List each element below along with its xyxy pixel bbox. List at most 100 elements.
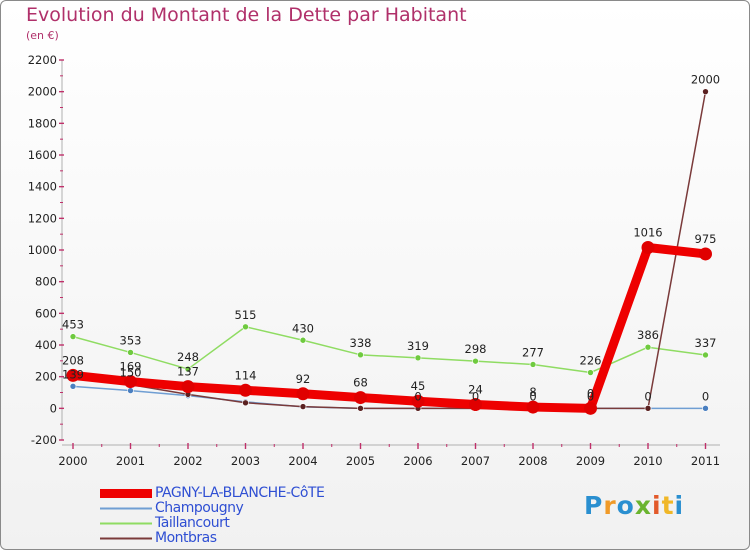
y-tick-label: 800 — [35, 275, 57, 289]
legend-label-pagny: PAGNY-LA-BLANCHE-CôTE — [155, 485, 325, 501]
y-tick-label: 2000 — [28, 85, 57, 99]
legend-label-champougny: Champougny — [155, 500, 244, 516]
series-point-3 — [357, 405, 364, 412]
x-tick-label: 2000 — [58, 454, 87, 468]
y-tick-label: 200 — [35, 370, 57, 384]
series-point-2 — [127, 349, 134, 356]
y-tick-label: 1400 — [28, 180, 57, 194]
data-label: 0 — [529, 389, 536, 403]
proxiti-logo: Proxiti — [584, 491, 685, 520]
series-point-2 — [299, 336, 307, 344]
series-point-2 — [644, 343, 652, 351]
x-tick-label: 2011 — [691, 454, 720, 468]
series-point-0 — [584, 401, 597, 415]
x-tick-label: 2009 — [576, 454, 605, 468]
x-tick-label: 2006 — [403, 454, 432, 468]
series-point-2 — [472, 357, 479, 365]
series-point-0 — [124, 375, 137, 389]
y-tick-label: 2200 — [28, 53, 57, 67]
y-tick-label: 600 — [35, 306, 57, 320]
data-label: 226 — [580, 354, 602, 368]
y-tick-label: 1000 — [28, 243, 57, 257]
series-point-2 — [242, 323, 249, 331]
chart-subtitle: (en €) — [26, 29, 59, 42]
y-tick-label: -200 — [31, 433, 57, 447]
series-point-0 — [354, 391, 367, 405]
x-tick-label: 2003 — [231, 454, 260, 468]
x-tick-label: 2008 — [518, 454, 547, 468]
series-point-0 — [699, 247, 712, 261]
series-point-2 — [414, 354, 422, 362]
legend-item-champougny: Champougny — [100, 501, 324, 516]
x-tick-label: 2007 — [461, 454, 490, 468]
data-label: 45 — [411, 379, 426, 393]
series-point-0 — [411, 394, 425, 408]
series-point-0 — [66, 368, 80, 382]
series-point-0 — [469, 398, 482, 412]
legend-label-montbras: Montbras — [155, 530, 217, 546]
data-label: 114 — [235, 368, 257, 382]
legend-item-pagny: PAGNY-LA-BLANCHE-CôTE — [100, 485, 325, 501]
series-point-2 — [69, 333, 77, 340]
series-line-3 — [72, 90, 707, 410]
data-label: 1016 — [633, 225, 662, 239]
y-tick-label: 1600 — [28, 148, 57, 162]
series-point-1 — [69, 383, 77, 390]
data-label: 337 — [695, 336, 717, 350]
series-point-0 — [239, 383, 252, 397]
data-label: 68 — [353, 376, 368, 390]
data-label: 2000 — [691, 73, 720, 87]
data-label: 0 — [702, 389, 709, 403]
series-point-0 — [296, 387, 310, 401]
series-point-2 — [587, 369, 594, 376]
series-point-3 — [299, 403, 307, 410]
data-label: 92 — [296, 372, 311, 386]
data-label: 338 — [350, 336, 372, 350]
y-tick-label: 1200 — [28, 211, 57, 225]
data-label: 298 — [465, 342, 487, 356]
chart-series — [66, 88, 712, 415]
series-line-0 — [68, 242, 710, 413]
x-tick-label: 2010 — [633, 454, 662, 468]
series-point-0 — [641, 240, 655, 254]
series-point-1 — [702, 405, 709, 412]
chart-title: Evolution du Montant de la Dette par Hab… — [26, 4, 467, 26]
y-tick-label: 1800 — [28, 116, 57, 130]
series-point-0 — [526, 400, 540, 414]
series-point-3 — [242, 399, 249, 407]
data-label: 515 — [235, 308, 257, 322]
legend: PAGNY-LA-BLANCHE-CôTE Champougny Taillan… — [100, 485, 325, 546]
legend-item-montbras: Montbras — [100, 531, 324, 546]
data-label: 248 — [177, 350, 199, 364]
legend-item-taillancourt: Taillancourt — [100, 516, 324, 531]
data-label: 169 — [120, 360, 142, 374]
y-tick-label: 400 — [35, 338, 57, 352]
x-tick-label: 2002 — [173, 454, 202, 468]
series-point-3 — [644, 405, 652, 412]
series-point-1 — [127, 387, 134, 394]
data-label: 0 — [587, 389, 594, 403]
chart-axes: -200020040060080010001200140016001800200… — [28, 53, 720, 468]
data-label: 0 — [414, 389, 421, 403]
data-label: 386 — [637, 328, 659, 342]
x-tick-label: 2001 — [116, 454, 145, 468]
series-point-0 — [181, 380, 195, 394]
series-point-2 — [702, 351, 709, 359]
data-label: 137 — [177, 365, 199, 379]
data-label: 0 — [472, 389, 479, 403]
data-label: 975 — [695, 232, 717, 246]
data-label: 139 — [62, 367, 84, 381]
data-label: 208 — [62, 353, 84, 367]
data-label: 353 — [120, 333, 142, 347]
data-label: 277 — [522, 345, 544, 359]
data-label: 319 — [407, 339, 429, 353]
x-tick-label: 2004 — [288, 454, 317, 468]
y-tick-label: 0 — [50, 401, 57, 415]
data-label: 430 — [292, 321, 314, 335]
series-point-2 — [184, 365, 192, 373]
x-tick-label: 2005 — [346, 454, 375, 468]
series-point-3 — [702, 88, 709, 95]
